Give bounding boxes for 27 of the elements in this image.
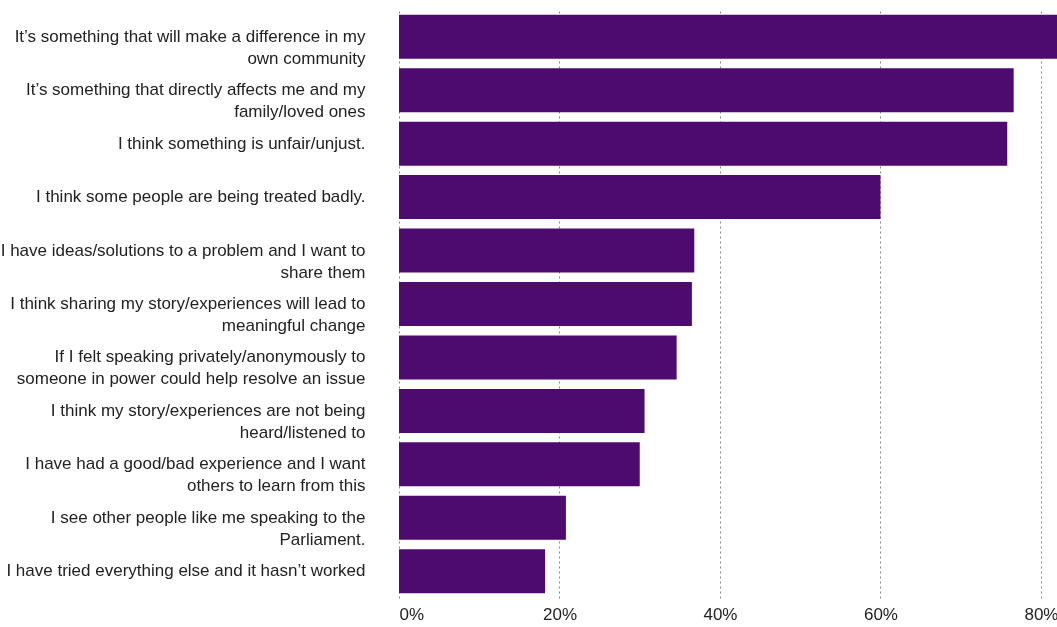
bar (399, 388, 645, 433)
x-tick-label: 20% (542, 604, 577, 624)
y-tick-label: I have tried everything else and it hasn’t worked (6, 561, 366, 581)
bar (399, 228, 695, 273)
bar (399, 335, 677, 380)
y-tick-label: If I felt speaking privately/anonymously to someone in power could help resolve an issue (16, 347, 366, 389)
bar (399, 14, 1057, 59)
x-tick-label: 60% (863, 604, 898, 624)
bar (399, 495, 566, 540)
y-tick-label: I think sharing my story/experiences will lead to meaningful change (10, 294, 366, 335)
y-tick-label: I think something is unfair/unjust. (117, 133, 366, 153)
x-tick-label: 40% (703, 604, 738, 624)
bar (399, 282, 692, 326)
bar (399, 121, 1008, 166)
y-tick-label: I see other people like me speaking to the Parliament. (50, 507, 366, 549)
y-tick-label: It’s something that directly affects me and my family/loved ones (25, 80, 366, 122)
y-tick-label: I think my story/experiences are not being heard/listened to (50, 400, 366, 442)
bar (399, 442, 640, 487)
y-tick-label: I have had a good/bad experience and I want others to learn from this (25, 454, 366, 496)
bar (399, 549, 546, 594)
bar (399, 68, 1014, 113)
x-tick-label: 80% (1024, 604, 1057, 624)
bar (399, 175, 881, 220)
y-tick-label: I think some people are being treated badly. (35, 187, 366, 207)
y-tick-label: I have ideas/solutions to a problem and I want to share them (0, 240, 366, 282)
x-tick-label: 0% (399, 604, 425, 624)
y-tick-label: It’s something that will make a difference in my own community (14, 26, 366, 68)
